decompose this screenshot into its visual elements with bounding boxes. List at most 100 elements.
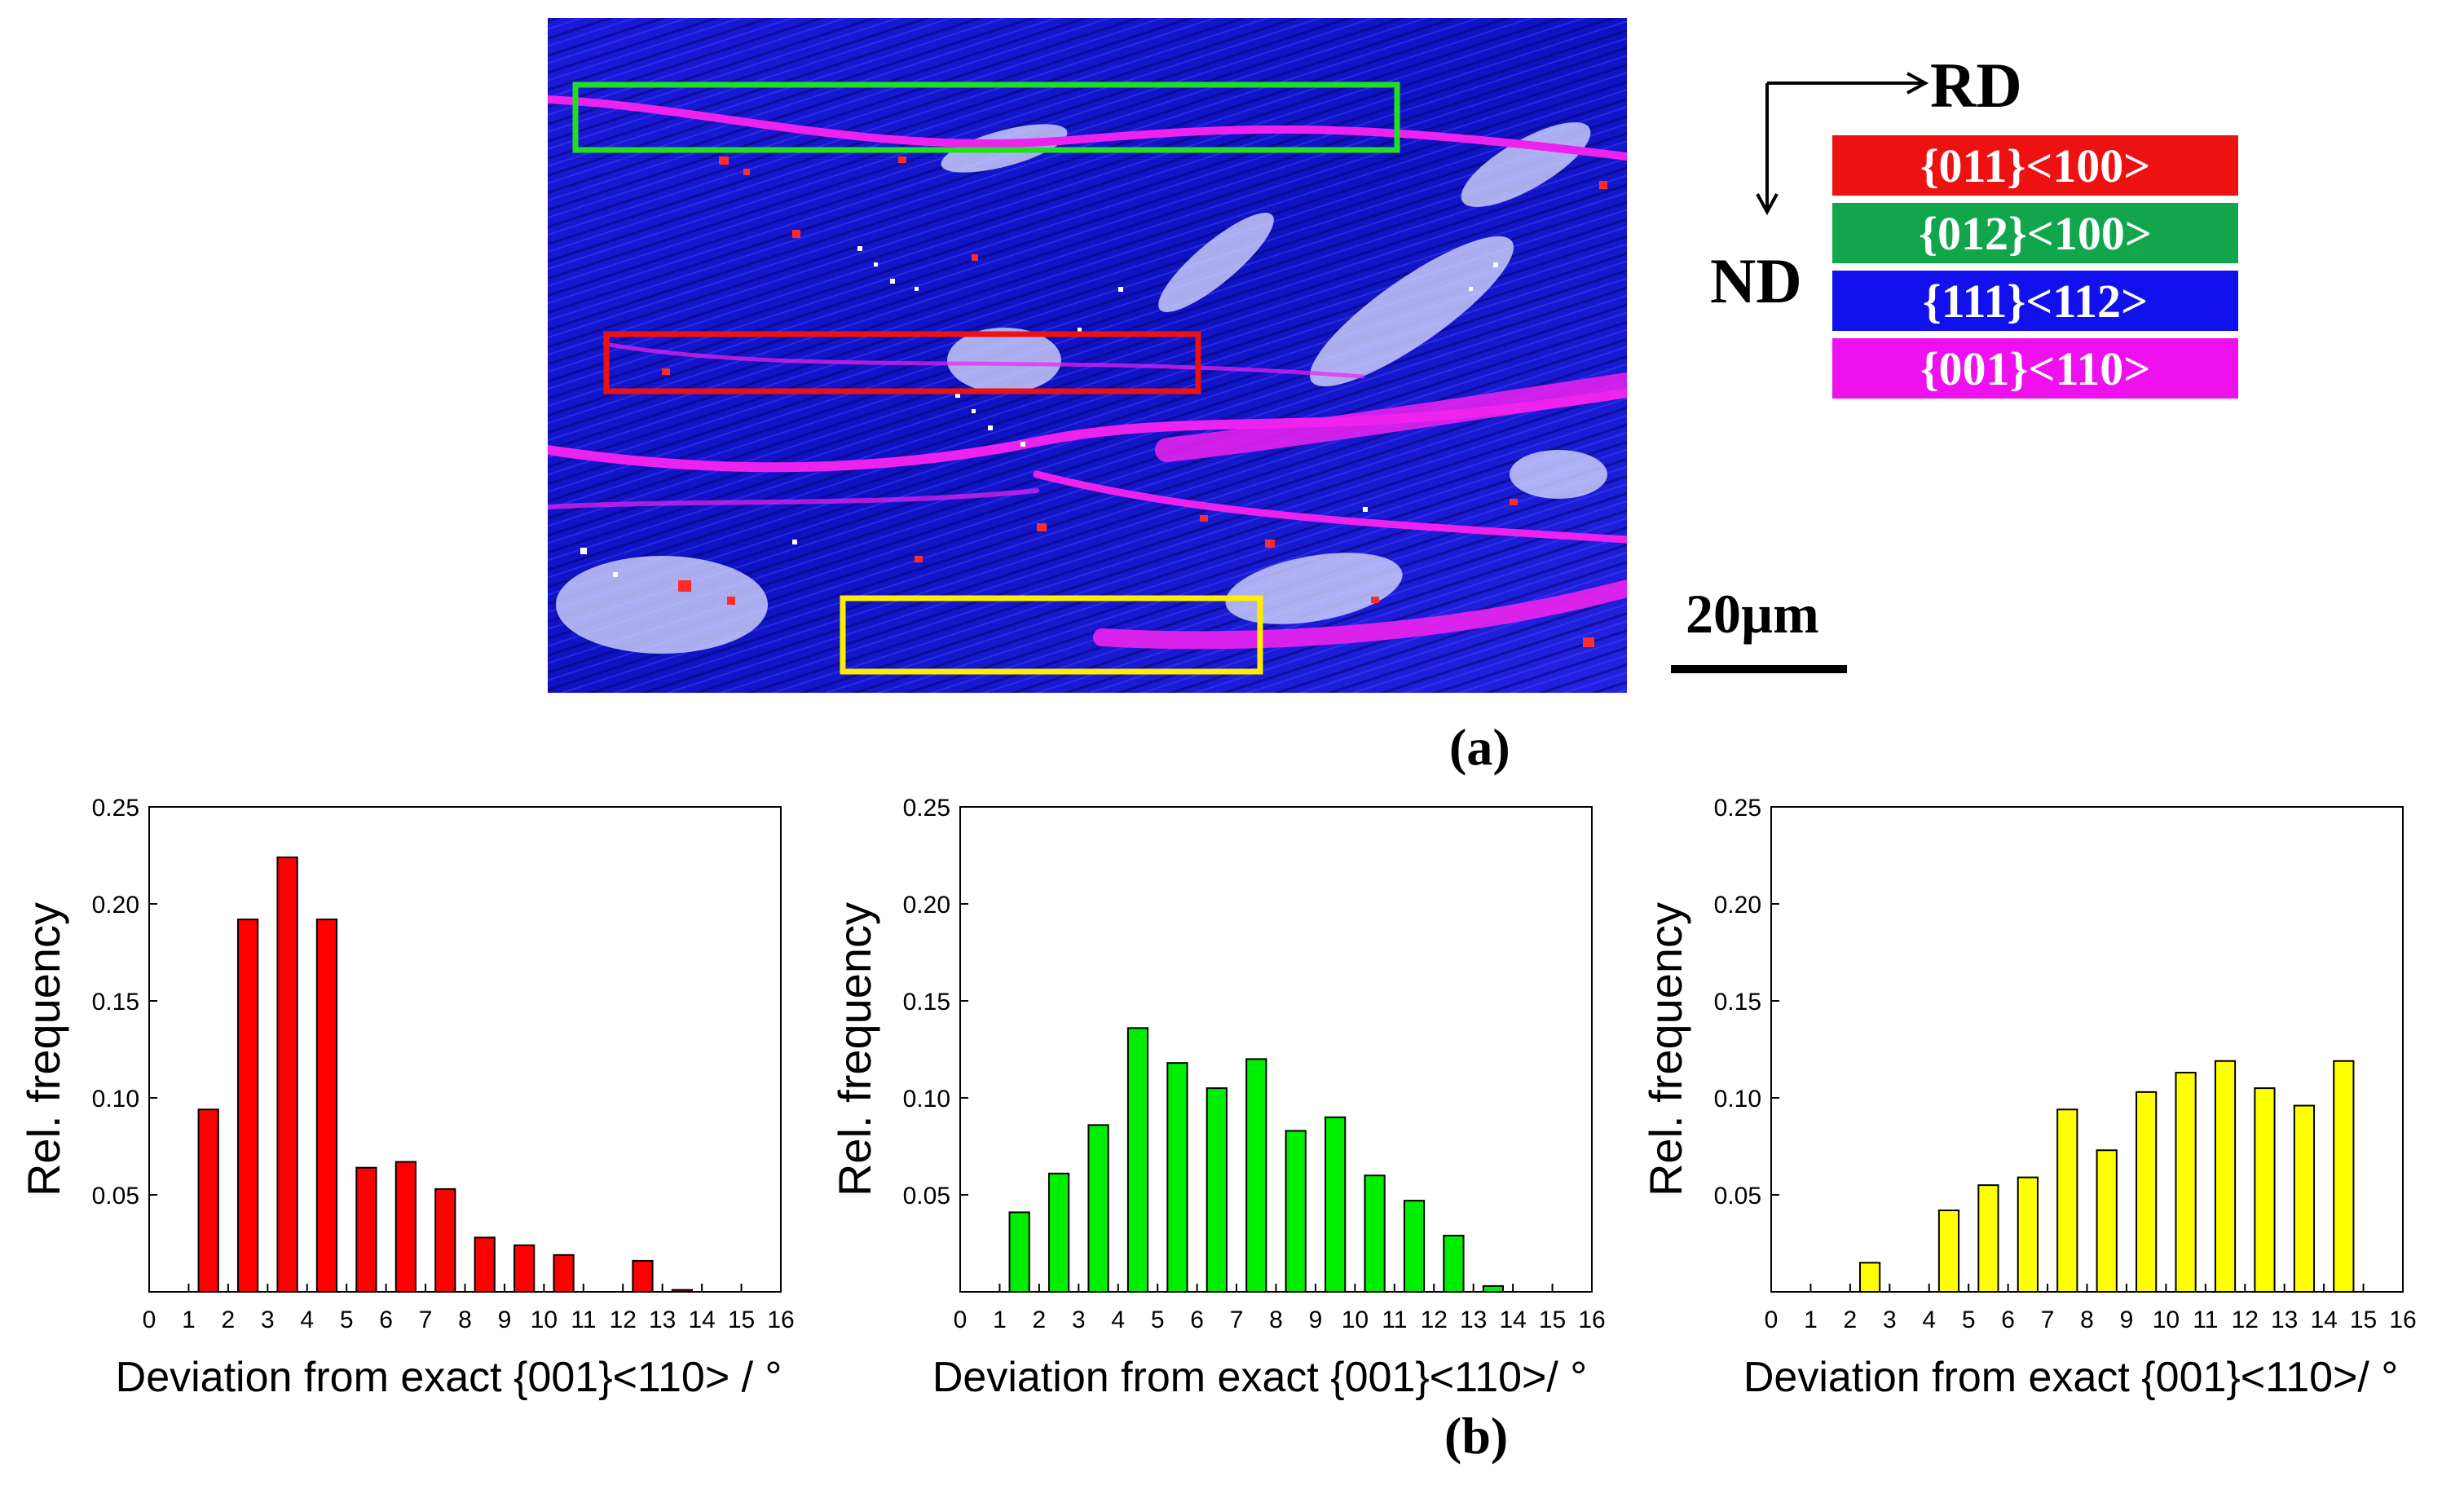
ebsd-orientation-map [548,18,1627,693]
bar-bin-14.5 [2333,1060,2355,1293]
x-tick-label: 2 [1033,1307,1047,1333]
x-tick-label: 13 [1460,1307,1487,1333]
legend-item-001-110: {001}<110> [1832,338,2238,399]
rd-nd-axes [1756,72,1929,216]
bar-bin-4.5 [1126,1027,1149,1293]
x-tick-label: 9 [2120,1307,2134,1333]
bar-bin-5.5 [355,1166,377,1293]
bar-bin-11.5 [2214,1060,2237,1293]
bar-bin-8.5 [1285,1130,1307,1293]
y-axis-label: Rel. frequency [18,902,69,1196]
histogram-green: 0 1 2 3 4 5 6 7 8 9 10 11 12 13 14 15 160.050.100.150.20… [829,795,1606,1401]
nd-label: ND [1710,245,1802,316]
y-axis-label: Rel. frequency [1640,902,1691,1196]
x-tick-label: 0 [143,1307,156,1333]
x-tick-label: 7 [2041,1307,2055,1333]
bar-bin-1.5 [197,1108,219,1293]
x-tick-label: 12 [1421,1307,1448,1333]
bar-bin-8.5 [2096,1149,2118,1293]
x-tick-label: 6 [1190,1307,1204,1333]
bar-bin-2.5 [1047,1172,1070,1293]
legend-item-111-112: {111}<112> [1832,271,2238,331]
bar-bin-7.5 [1245,1058,1267,1293]
ebsd-green-box [572,82,1400,153]
x-axis-label: Deviation from exact {001}<110>/ ° [932,1354,1587,1401]
x-tick-label: 0 [954,1307,968,1333]
x-tick-label: 5 [340,1307,354,1333]
bar-bin-6.5 [2017,1176,2039,1293]
y-tick-label: 0.15 [1714,989,1761,1016]
bar-bin-2.5 [1858,1262,1881,1293]
ebsd-white-speckles [580,246,1498,577]
bar-bin-6.5 [1206,1087,1228,1293]
bar-bin-9.5 [2136,1091,2158,1293]
y-tick-label: 0.25 [903,795,950,822]
y-tick-label: 0.20 [1714,892,1761,919]
x-tick-label: 5 [1962,1307,1976,1333]
rd-label: RD [1930,50,2022,121]
y-tick-label: 0.05 [1714,1183,1761,1210]
x-tick-label: 13 [649,1307,676,1333]
ebsd-red-speckles [662,156,1607,647]
x-tick-label: 16 [767,1307,794,1333]
panel-b-label: (b) [1444,1407,1509,1465]
scale-bar [1671,665,1847,673]
bar-bin-5.5 [1166,1062,1188,1293]
bar-bin-4.5 [1937,1210,1960,1293]
x-tick-label: 9 [498,1307,512,1333]
ebsd-magenta-bands [548,95,1627,650]
bar-bin-3.5 [1087,1124,1109,1293]
bar-bin-13.5 [1482,1285,1505,1293]
y-tick-label: 0.20 [903,892,950,919]
y-tick-label: 0.25 [1714,795,1761,822]
bar-bin-1.5 [1008,1211,1030,1293]
x-tick-label: 16 [1578,1307,1605,1333]
bar-bin-11.5 [1403,1200,1426,1293]
x-tick-label: 1 [182,1307,196,1333]
histogram-red: 0 1 2 3 4 5 6 7 8 9 10 11 12 13 14 15 160.050.100.150.20… [18,795,795,1401]
legend-item-012-100: {012}<100> [1832,203,2238,263]
x-tick-label: 13 [2271,1307,2298,1333]
histogram-yellow: 0 1 2 3 4 5 6 7 8 9 10 11 12 13 14 15 160.050.100.150.20… [1640,795,2417,1401]
y-tick-label: 0.20 [92,892,139,919]
bar-bin-6.5 [395,1161,417,1293]
x-tick-label: 5 [1151,1307,1165,1333]
x-tick-label: 1 [1804,1307,1818,1333]
y-tick-label: 0.05 [903,1183,950,1210]
legend-item-011-100: {011}<100> [1832,135,2238,196]
legend-label: {011}<100> [1920,139,2151,192]
y-tick-label: 0.25 [92,795,139,822]
x-tick-label: 8 [458,1307,472,1333]
x-tick-label: 8 [1269,1307,1283,1333]
x-tick-label: 10 [531,1307,558,1333]
x-tick-label: 15 [2350,1307,2377,1333]
x-tick-label: 2 [222,1307,236,1333]
x-tick-label: 14 [2310,1307,2337,1333]
x-tick-label: 3 [1072,1307,1086,1333]
x-tick-label: 8 [2080,1307,2094,1333]
x-tick-label: 16 [2389,1307,2416,1333]
ebsd-red-box [603,331,1201,394]
x-tick-label: 11 [2193,1307,2218,1333]
bar-bin-2.5 [236,919,259,1293]
x-tick-label: 7 [1230,1307,1244,1333]
x-tick-label: 3 [1883,1307,1897,1333]
y-tick-label: 0.10 [903,1086,950,1113]
y-tick-label: 0.15 [903,989,950,1016]
x-tick-label: 10 [2153,1307,2180,1333]
bar-bin-13.5 [2293,1104,2316,1293]
bar-bin-7.5 [434,1188,456,1293]
legend-label: {012}<100> [1919,206,2152,260]
x-tick-label: 4 [300,1307,314,1333]
x-tick-label: 3 [261,1307,275,1333]
bar-bin-10.5 [1364,1174,1386,1293]
x-tick-label: 15 [728,1307,755,1333]
bar-bin-3.5 [276,856,298,1293]
bar-bin-4.5 [315,919,338,1293]
x-axis-label: Deviation from exact {001}<110>/ ° [1743,1354,2398,1401]
bar-bin-7.5 [2056,1108,2078,1293]
panel-a-label: (a) [1449,718,1510,776]
y-tick-label: 0.10 [1714,1086,1761,1113]
x-tick-label: 4 [1922,1307,1936,1333]
bar-bin-12.5 [1443,1234,1465,1293]
